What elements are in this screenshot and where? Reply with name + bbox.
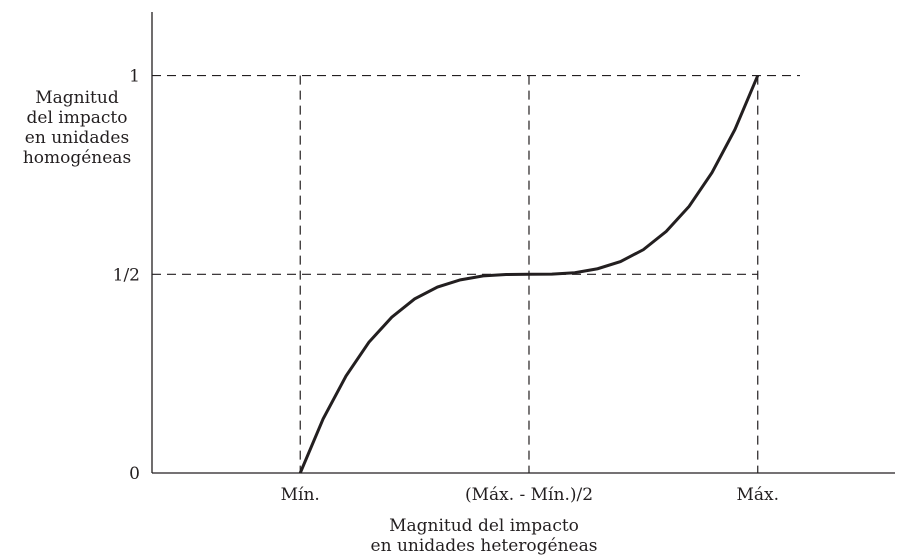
- y-tick-label-1: 1/2: [113, 265, 140, 285]
- guide-lines: [152, 74, 800, 473]
- tick-labels: Mín. (Máx. - Mín.)/2 Máx. 0 1/2 1: [113, 67, 779, 505]
- x-axis-label: Magnitud del impacto en unidades heterogé…: [371, 516, 598, 556]
- y-axis-label: Magnitud del impacto en unidades homogéneas: [23, 88, 131, 168]
- impact-curve: [298, 75, 760, 474]
- x-tick-label-2: Máx.: [736, 485, 779, 505]
- ylabel-line-0: Magnitud: [35, 88, 119, 108]
- ylabel-line-1: del impacto: [27, 108, 128, 128]
- ylabel-line-2: en unidades: [25, 128, 129, 148]
- xlabel-line-0: Magnitud del impacto: [389, 516, 579, 536]
- x-tick-label-1: (Máx. - Mín.)/2: [465, 485, 593, 505]
- ylabel-line-3: homogéneas: [23, 148, 131, 168]
- xlabel-line-1: en unidades heterogéneas: [371, 536, 598, 556]
- x-tick-label-0: Mín.: [281, 485, 320, 505]
- y-tick-label-0: 0: [129, 464, 140, 484]
- y-tick-label-2: 1: [129, 67, 140, 87]
